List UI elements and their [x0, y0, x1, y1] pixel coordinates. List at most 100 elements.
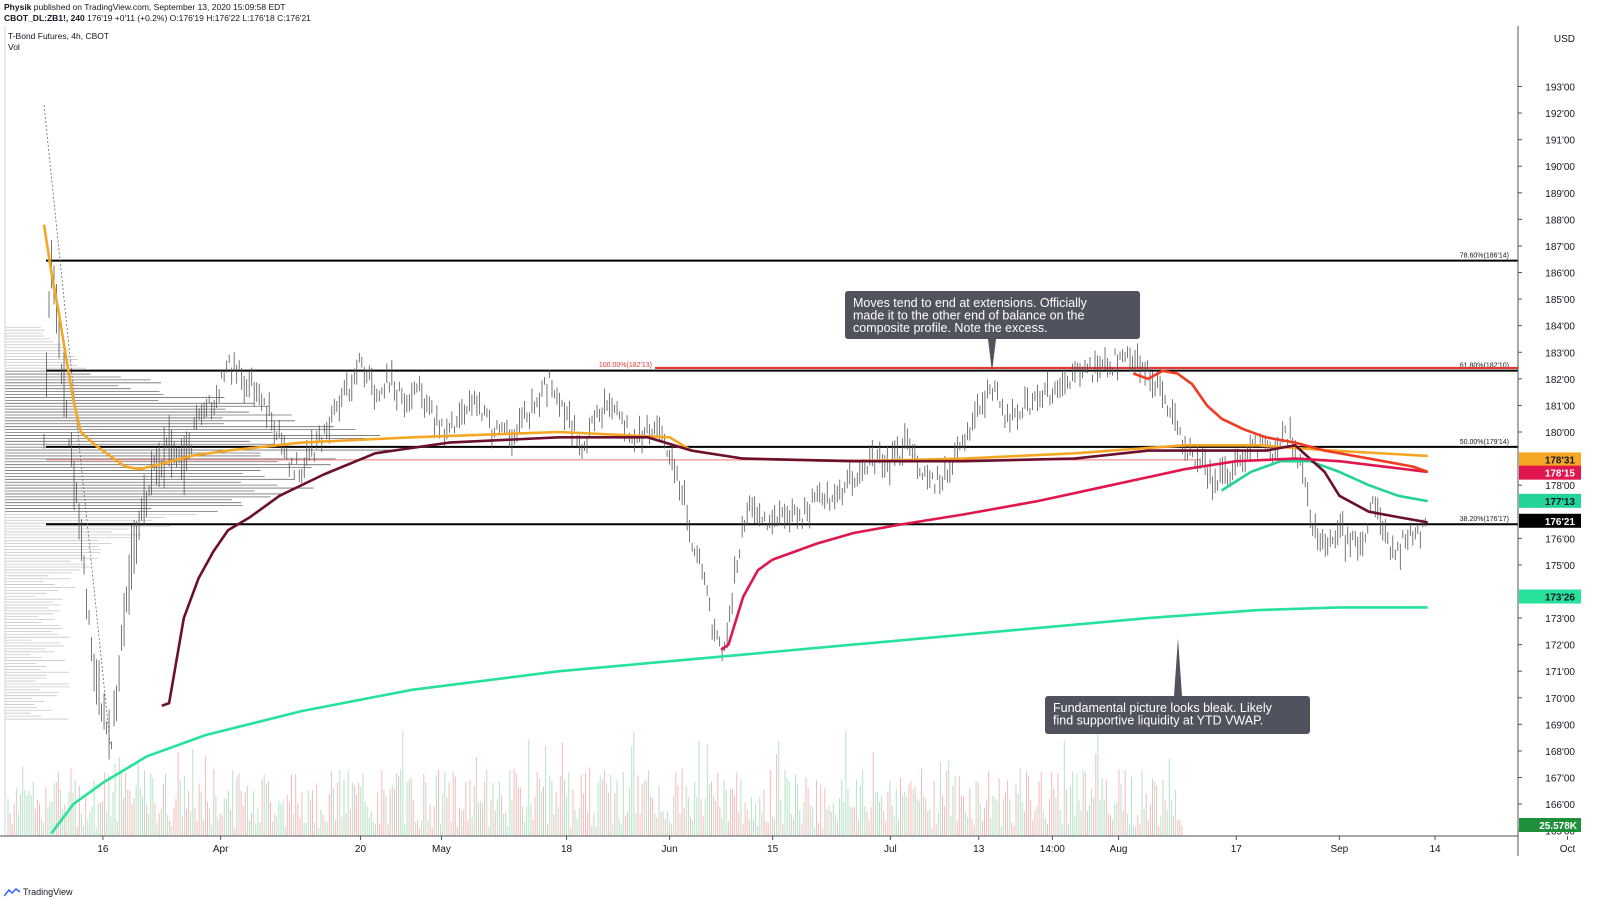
y-tick-label: 169'00 [1545, 720, 1575, 731]
price-tag-label: 173'26 [1545, 593, 1576, 604]
x-tick-label: 16 [97, 844, 109, 855]
y-tick-label: 175'00 [1545, 561, 1575, 572]
tradingview-logo-icon [4, 887, 20, 896]
last-price: 176'19 [87, 13, 113, 23]
price-tag-label: 178'15 [1545, 469, 1576, 480]
close-value: C:176'21 [277, 13, 311, 23]
chart-legend: T-Bond Futures, 4h, CBOT Vol [8, 31, 109, 53]
x-tick-label: May [432, 844, 451, 855]
x-tick-label: Jul [884, 844, 897, 855]
price-tag-label: 177'13 [1545, 497, 1576, 508]
y-tick-label: 181'00 [1545, 401, 1575, 412]
price-tag [1519, 452, 1581, 467]
chart-title: T-Bond Futures, 4h, CBOT [8, 31, 110, 41]
x-tick-label: Apr [213, 844, 229, 855]
open-value: O:176'19 [169, 13, 204, 23]
annotation-callout: Fundamental picture looks bleak. Likelyf… [1045, 638, 1310, 734]
publish-date: published on TradingView.com, September … [33, 2, 286, 12]
callout-pointer [1174, 638, 1182, 696]
vwap-lines [42, 224, 1429, 835]
x-tick-label: 13 [973, 844, 985, 855]
callout-box [845, 291, 1140, 339]
price-tag [1519, 493, 1581, 508]
vwap_crimson_jun-line [720, 457, 1428, 651]
y-tick-label: 191'00 [1545, 136, 1575, 147]
price-tag-label: 176'21 [1545, 517, 1576, 528]
price-tag [1519, 465, 1581, 480]
x-tick-label: Oct [1560, 844, 1576, 855]
volume-bars [7, 730, 1183, 836]
y-tick-label: 193'00 [1545, 82, 1575, 93]
callout-text: composite profile. Note the excess. [853, 321, 1048, 335]
y-tick-label: 183'00 [1545, 348, 1575, 359]
volume-tag [1519, 818, 1581, 832]
y-tick-label: 192'00 [1545, 109, 1575, 120]
y-tick-label: 187'00 [1545, 242, 1575, 253]
callout-text: Fundamental picture looks bleak. Likely [1053, 701, 1273, 715]
price-axis: 193'00 192'00 191'00 190'00 189'00 188'00 187'… [4, 26, 1581, 856]
y-tick-label: 190'00 [1545, 162, 1575, 173]
y-tick-label: 188'00 [1545, 215, 1575, 226]
price-change: +0'11 (+0.2%) [114, 13, 168, 23]
fib-red-label: 100.00%(182'13) [599, 362, 652, 369]
x-tick-label: Aug [1110, 844, 1128, 855]
ytd_vwap-line [50, 606, 1428, 835]
publish-info: Physik published on TradingView.com, Sep… [4, 2, 285, 13]
vwap_red_aug-line [1132, 369, 1429, 474]
low-value: L:176'18 [242, 13, 275, 23]
volume-tag-label: 25.578K [1539, 821, 1578, 832]
callout-text: Moves tend to end at extensions. Officia… [853, 296, 1088, 310]
x-tick-label: 17 [1231, 844, 1243, 855]
footer-brand: TradingView [23, 887, 73, 897]
time-axis: 16 Apr 20 May 18 Jun 15 Jul 13 14:00 Aug 17 Sep 14 Oct… [0, 835, 1576, 855]
horizontal-levels: 78.60%(186'14) 61.80%(182'10) 50.00%(179'1… [46, 253, 1518, 526]
y-tick-label: 171'00 [1545, 667, 1575, 678]
callout-text: find supportive liquidity at YTD VWAP. [1053, 714, 1263, 728]
y-tick-label: 186'00 [1545, 269, 1575, 280]
vol-label: Vol [8, 42, 20, 52]
currency-label: USD [1554, 34, 1575, 45]
y-tick-label: 180'00 [1545, 428, 1575, 439]
vwap_orange_mar-line [42, 224, 1428, 471]
x-tick-label: 14:00 [1040, 844, 1065, 855]
symbol-name: CBOT_DL:ZB1!, 240 [4, 13, 85, 23]
y-tick-label: 185'00 [1545, 295, 1575, 306]
price-tag [1519, 589, 1581, 604]
y-tick-label: 165'00 [1545, 827, 1575, 838]
y-tick-label: 167'00 [1545, 774, 1575, 785]
y-tick-label: 170'00 [1545, 694, 1575, 705]
x-tick-label: 14 [1429, 844, 1441, 855]
fib-level-label: 78.60%(186'14) [1460, 253, 1509, 260]
fib-level-label: 38.20%(176'17) [1460, 516, 1509, 523]
x-tick-label: Sep [1330, 844, 1348, 855]
y-tick-label: 168'00 [1545, 747, 1575, 758]
price-chart[interactable]: 78.60%(186'14) 61.80%(182'10) 50.00%(179'1… [0, 26, 1600, 876]
fib-level-label: 61.80%(182'10) [1460, 363, 1509, 370]
author-name[interactable]: Physik [4, 2, 32, 12]
high-value: H:176'22 [206, 13, 241, 23]
y-tick-label: 176'00 [1545, 534, 1575, 545]
y-tick-label: 173'00 [1545, 614, 1575, 625]
spike-dotted-line [43, 105, 111, 746]
x-tick-label: Jun [662, 844, 678, 855]
price-series [43, 105, 1426, 760]
fib-level-label: 50.00%(179'14) [1460, 439, 1509, 446]
vwap_maroon_mar-line [161, 436, 1428, 708]
price-tag-label: 178'31 [1545, 455, 1576, 466]
annotation-callout: Moves tend to end at extensions. Officia… [845, 291, 1140, 372]
x-tick-label: 20 [355, 844, 367, 855]
y-tick-label: 166'00 [1545, 800, 1575, 811]
vwap_green_aug-line [1220, 459, 1428, 503]
y-tick-label: 182'00 [1545, 375, 1575, 386]
callout-text: made it to the other end of balance on t… [853, 309, 1084, 323]
y-tick-label: 178'00 [1545, 481, 1575, 492]
tradingview-footer[interactable]: TradingView [4, 887, 73, 897]
volume-profile [5, 326, 410, 720]
y-tick-label: 172'00 [1545, 641, 1575, 652]
y-tick-label: 184'00 [1545, 322, 1575, 333]
publish-header: Physik published on TradingView.com, Sep… [0, 0, 1600, 26]
x-tick-label: 18 [561, 844, 573, 855]
callout-pointer [988, 339, 996, 372]
x-tick-label: 15 [767, 844, 779, 855]
callout-box [1045, 696, 1310, 734]
